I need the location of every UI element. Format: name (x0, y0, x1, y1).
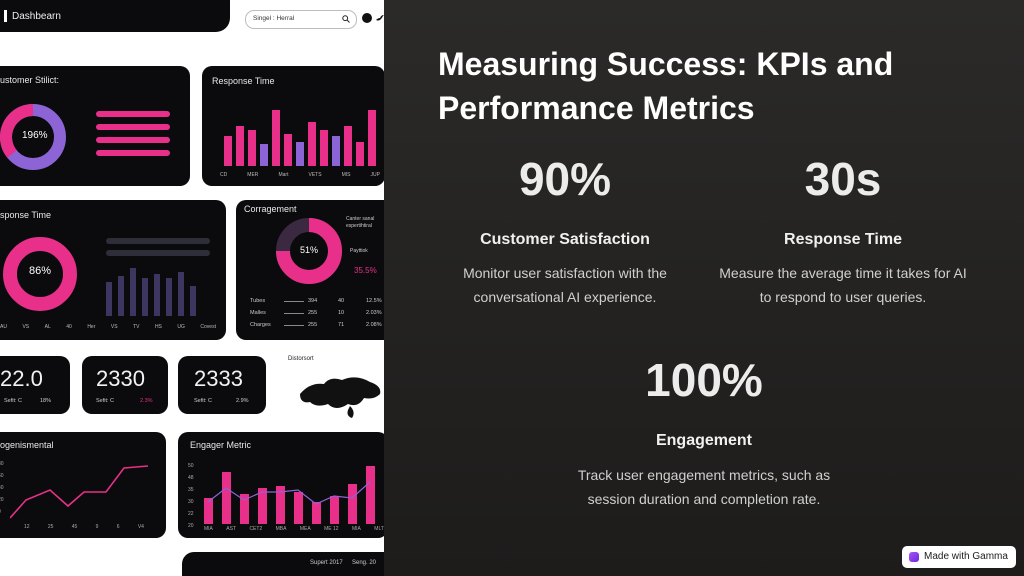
corragement-card: Corragement 51% Canter sanal espertihtir… (236, 200, 384, 340)
kpi-heading-engagement: Engagement (655, 432, 752, 449)
table-row: Malles 255 10 2.03% (250, 310, 384, 322)
satisfaction-bar (96, 124, 170, 130)
slide-title: Measuring Success: KPIs and Performance … (438, 46, 894, 126)
x-axis: 12 25 45 9 6 V4 (24, 524, 144, 530)
stat-card: 22.0 Sefit: C 18% (0, 356, 70, 414)
satisfaction-bar (96, 150, 170, 156)
response-bar (106, 250, 210, 256)
satisfaction-card: ustomer Stilict: 196% (0, 66, 190, 186)
x-axis: MIA AST CET2 MBA MEA ME 12 MIA MLT (204, 526, 384, 532)
response-mid-axis: AU VS AL 40 Her VS TV HS UG Covest (0, 324, 216, 330)
kpi-desc-satisfaction: Monitor user satisfaction with the conve… (463, 265, 667, 305)
badge-label: Made with Gamma (924, 551, 1008, 562)
gamma-logo-icon (909, 552, 919, 562)
response-bar (106, 238, 210, 244)
kpi-value-satisfaction: 90% (518, 153, 612, 205)
response-time-bars (224, 110, 376, 166)
corragement-donut-value: 51% (300, 245, 319, 255)
dashboard-topbar: Dashbearn (0, 0, 230, 32)
kpi-heading-satisfaction: Customer Satisfaction (480, 231, 650, 248)
response-donut (3, 237, 77, 311)
table-row: Charges 255 71 2.08% (250, 322, 384, 334)
satisfaction-donut (0, 104, 66, 170)
world-map: Distorsort (282, 350, 384, 422)
kpi-heading-response: Response Time (784, 231, 902, 248)
dashboard-search: Singel : Herral (245, 10, 357, 29)
map-icon (300, 377, 381, 418)
made-with-gamma-badge[interactable]: Made with Gamma (902, 546, 1016, 568)
slide-panel (384, 0, 1024, 576)
kpi-value-response: 30s (804, 153, 882, 205)
satisfaction-bar (96, 137, 170, 143)
response-donut-value: 86% (29, 265, 52, 277)
kpi-desc-response: Measure the average time it takes for AI… (719, 265, 967, 305)
twitter-icon (376, 15, 384, 21)
engager-card: Engager Metric 50 48 35 30 22 20 MIA AST CET2 MB… (178, 432, 384, 538)
response-mid-bars (106, 268, 196, 316)
satisfaction-bar (96, 111, 170, 117)
y-axis: 806040200 (0, 461, 4, 515)
response-time-mid-card: sponse Time 86% AU VS AL 40 Her VS TV HS UG Coves… (0, 200, 226, 340)
kpi-value-engagement: 100% (645, 354, 763, 406)
brand-logo-icon (4, 10, 7, 22)
dashboard-brand: Dashbearn (12, 11, 61, 22)
kpi-desc-engagement: Track user engagement metrics, such as s… (577, 467, 831, 507)
response-time-card: Response Time CD MER Mart VETS MIS JUP (202, 66, 384, 186)
gensimental-line (10, 465, 149, 519)
settings-icon (362, 13, 372, 23)
corragement-table: Tubes 394 40 12.5% Malles 255 10 2.03% Charges… (250, 298, 384, 334)
dashboard-image: Dashbearn Singel : Herral ustomer Stilic… (0, 0, 384, 576)
response-time-axis: CD MER Mart VETS MIS JUP (220, 172, 380, 178)
search-icon (342, 15, 350, 23)
y-axis: 50 48 35 30 22 20 (188, 463, 194, 529)
table-row: Tubes 394 40 12.5% (250, 298, 384, 310)
engager-bars (204, 466, 375, 524)
corragement-donut (276, 218, 342, 284)
satisfaction-donut-value: 196% (22, 130, 48, 141)
dashboard-footer: Supert 2017 Seng. 20 (182, 552, 384, 576)
stat-card: 2330 Sefit: C 2.3% (82, 356, 168, 414)
stat-card: 2333 Sefit: C 2.9% (178, 356, 266, 414)
